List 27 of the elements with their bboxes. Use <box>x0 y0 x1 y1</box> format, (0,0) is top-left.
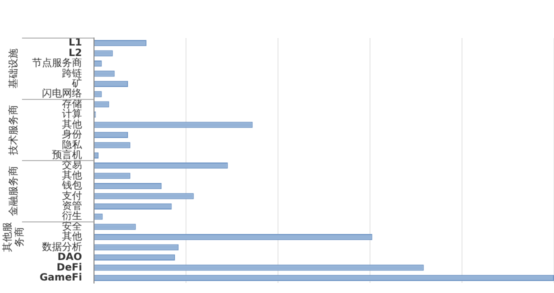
y-tick-label: 计算 <box>62 108 82 120</box>
y-tick-label: 身份 <box>62 128 82 141</box>
text: 金融服务商 <box>8 166 20 216</box>
y-tick-label: 其他 <box>62 118 82 130</box>
y-tick-label: 数据分析 <box>42 240 82 253</box>
y-tick-label: 安全 <box>62 220 82 232</box>
y-tick-label: L2 <box>68 48 82 59</box>
y-tick-label: 交易 <box>62 159 82 172</box>
y-tick-label: 其他 <box>62 169 82 182</box>
y-tick-label: 闪电网络 <box>42 88 82 100</box>
y-tick-label: 衍生 <box>62 210 82 222</box>
y-tick-label: DeFi <box>56 262 82 274</box>
y-tick-label: 支付 <box>62 190 82 202</box>
y-tick-label: 预言机 <box>52 148 82 161</box>
y-tick-label: DAO <box>57 252 82 264</box>
y-tick-label: 存储 <box>62 98 82 110</box>
y-tick-label: 节点服务商 <box>32 57 82 70</box>
text: 其他服务商 <box>2 222 26 252</box>
y-tick-label: 其他 <box>62 230 82 243</box>
y-tick-label: 隐私 <box>62 138 83 151</box>
y-tick-label: 矿 <box>71 78 82 90</box>
y-tick-label: 跨链 <box>62 68 82 80</box>
text: 技术服务商 <box>8 104 20 156</box>
y-tick-label: GameFi <box>40 272 82 284</box>
y-tick-label: 钱包 <box>61 180 82 192</box>
y-tick-label: L1 <box>68 38 82 49</box>
text: 基础设施 <box>8 48 20 89</box>
